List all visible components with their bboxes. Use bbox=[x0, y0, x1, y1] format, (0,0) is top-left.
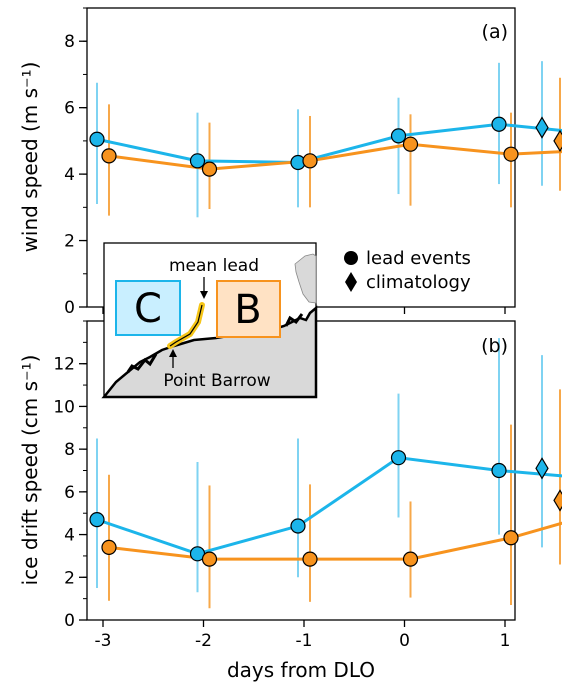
y-tick-label: 2 bbox=[64, 232, 75, 252]
data-point-b bbox=[503, 530, 519, 546]
inset-box-b-label: B bbox=[234, 287, 261, 333]
y-tick-label: 8 bbox=[64, 32, 75, 52]
legend-label-lead-events: lead events bbox=[366, 248, 471, 269]
inset-point-barrow-label: Point Barrow bbox=[163, 371, 270, 391]
inset-box-b bbox=[216, 280, 281, 338]
panel-a-label: (a) bbox=[482, 21, 508, 43]
y-tick-label: 10 bbox=[53, 397, 75, 417]
panel-b-xlabel: days from DLO bbox=[227, 658, 375, 682]
y-tick-label: 6 bbox=[64, 99, 75, 119]
panel-a: 0 2 4 6 8 (a) wind speed (m s⁻¹) bbox=[18, 7, 562, 318]
y-tick-label: 2 bbox=[64, 568, 75, 588]
inset-mean-lead-label: mean lead bbox=[169, 256, 259, 276]
data-point-b bbox=[201, 161, 218, 177]
y-tick-label: 12 bbox=[53, 355, 75, 375]
data-point-c bbox=[290, 518, 306, 534]
panel-a-ylabel: wind speed (m s⁻¹) bbox=[18, 62, 42, 253]
data-point-c bbox=[189, 153, 206, 169]
climatology-point-b bbox=[553, 129, 562, 153]
x-tick-label: -3 bbox=[95, 631, 112, 651]
legend-label-climatology: climatology bbox=[366, 272, 471, 293]
legend: lead events climatology bbox=[344, 248, 471, 293]
y-tick-label: 0 bbox=[64, 611, 75, 631]
panel-b-marks bbox=[89, 338, 562, 609]
legend-marker-climatology bbox=[345, 272, 357, 292]
data-point-b bbox=[503, 146, 519, 162]
y-tick-label: 4 bbox=[64, 526, 75, 546]
series-line-c bbox=[96, 122, 562, 164]
y-tick-label: 0 bbox=[64, 298, 75, 318]
data-point-c bbox=[390, 128, 407, 144]
y-tick-label: 4 bbox=[64, 165, 75, 185]
inset-box-c-label: C bbox=[134, 286, 162, 332]
data-point-c bbox=[89, 512, 105, 528]
panel-b-yaxis: 0 2 4 6 8 10 12 bbox=[53, 320, 87, 631]
climatology-point-b bbox=[553, 489, 562, 512]
panel-b-ylabel: ice drift speed (cm s⁻¹) bbox=[18, 355, 42, 586]
climatology-point-c bbox=[535, 116, 549, 139]
data-point-c bbox=[390, 450, 407, 466]
x-tick-label: 1 bbox=[500, 631, 511, 651]
data-point-b bbox=[302, 551, 318, 567]
inset-mean-lead-arrowhead bbox=[200, 291, 208, 299]
y-tick-label: 6 bbox=[64, 483, 75, 503]
series-line-b bbox=[108, 521, 562, 561]
data-point-c bbox=[89, 131, 105, 147]
data-point-c bbox=[491, 462, 507, 479]
data-point-c bbox=[491, 116, 507, 132]
panel-a-marks bbox=[89, 61, 562, 218]
inset-box-c bbox=[115, 280, 181, 336]
series-line-c bbox=[96, 456, 562, 556]
data-point-b bbox=[201, 551, 218, 567]
x-tick-label: 0 bbox=[399, 631, 410, 651]
panel-a-yaxis: 0 2 4 6 8 bbox=[64, 7, 506, 318]
inset-landmass-ne bbox=[294, 253, 317, 304]
x-tick-label: -2 bbox=[195, 631, 212, 651]
x-tick-label: -1 bbox=[296, 631, 313, 651]
series-line-b bbox=[108, 142, 562, 171]
inset-point-barrow-arrowhead bbox=[169, 349, 177, 357]
data-point-b bbox=[101, 539, 117, 555]
inset-mean-lead-core bbox=[169, 304, 203, 347]
data-point-b bbox=[302, 153, 318, 169]
data-point-b bbox=[101, 148, 117, 164]
y-tick-label: 8 bbox=[64, 440, 75, 460]
legend-marker-lead-events bbox=[344, 251, 358, 265]
inset-map: C B mean lead Point Barrow bbox=[101, 242, 318, 399]
data-point-b bbox=[402, 551, 419, 567]
data-point-b bbox=[402, 136, 419, 152]
climatology-point-c bbox=[535, 457, 549, 480]
panel-b-label: (b) bbox=[481, 335, 508, 357]
